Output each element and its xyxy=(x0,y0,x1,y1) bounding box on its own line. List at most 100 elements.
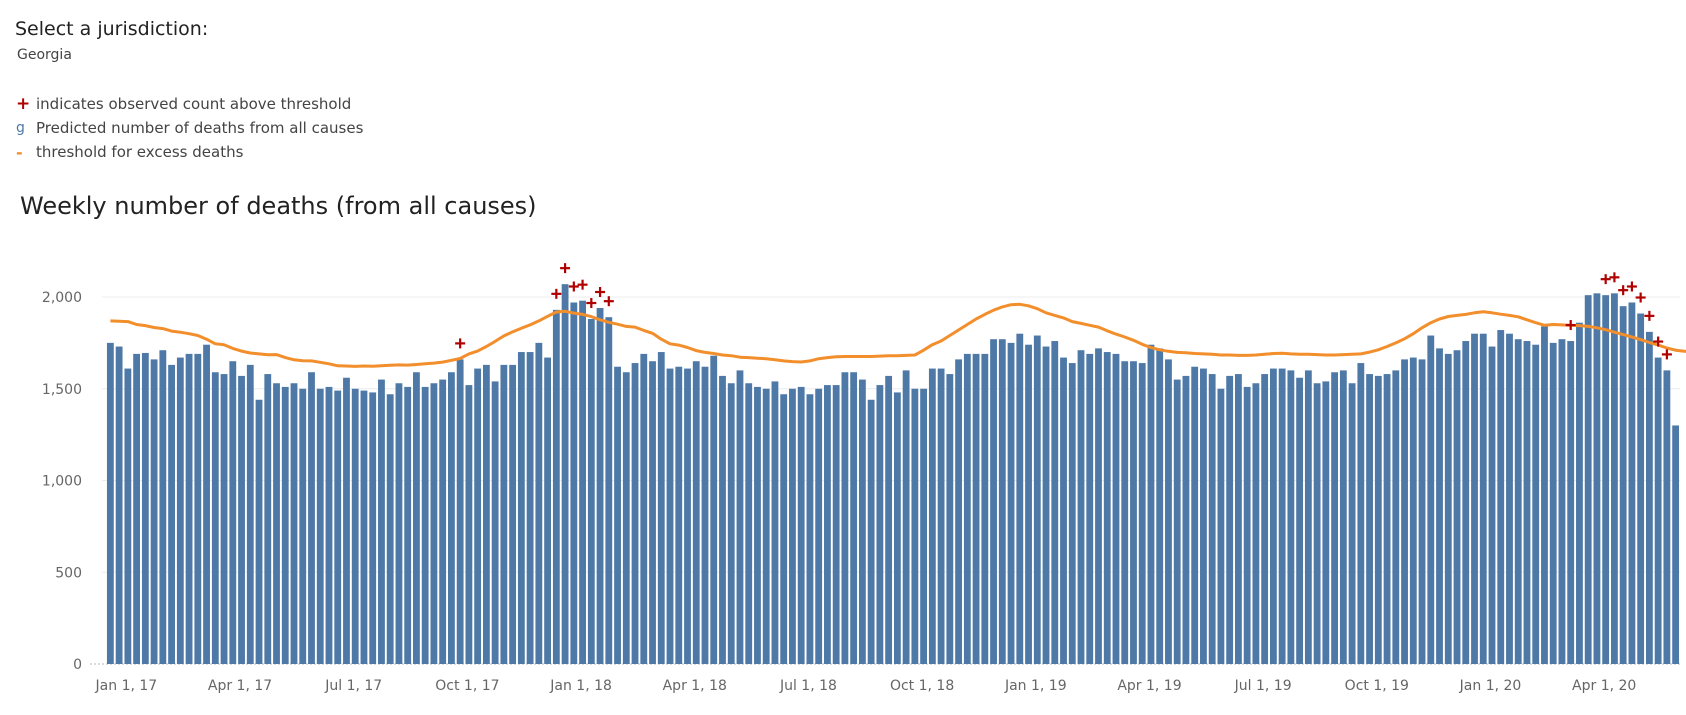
bar xyxy=(1602,295,1610,664)
bar xyxy=(1374,375,1382,664)
bar xyxy=(1567,341,1575,664)
above-threshold-marker xyxy=(560,263,571,274)
bar xyxy=(1016,333,1024,664)
y-tick-label: 1,000 xyxy=(42,474,82,490)
bar-glyph-icon: g xyxy=(16,120,25,136)
bar xyxy=(684,368,691,664)
x-tick-label: Jul 1, 17 xyxy=(324,678,382,694)
bar xyxy=(1060,357,1067,664)
bar xyxy=(710,355,718,664)
bar xyxy=(867,399,875,664)
above-threshold-marker xyxy=(1653,336,1664,347)
above-threshold-marker xyxy=(551,288,562,299)
above-threshold-marker xyxy=(577,279,588,290)
bar xyxy=(719,375,726,664)
bar xyxy=(1138,363,1146,664)
bar xyxy=(185,353,193,664)
bar xyxy=(1637,313,1645,664)
above-threshold-marker xyxy=(1565,320,1576,331)
bar xyxy=(299,388,307,664)
bar xyxy=(649,361,656,664)
bar xyxy=(360,390,368,664)
x-tick-label: Oct 1, 18 xyxy=(890,678,954,694)
bar xyxy=(1488,346,1496,664)
bar xyxy=(1462,341,1470,664)
bar xyxy=(736,370,744,664)
bar xyxy=(824,385,831,664)
bar xyxy=(1427,335,1435,664)
legend-label: Predicted number of deaths from all caus… xyxy=(36,119,364,137)
bar xyxy=(413,372,420,664)
bar xyxy=(1191,366,1199,664)
bar xyxy=(771,381,779,664)
bar xyxy=(509,364,517,664)
bar xyxy=(430,383,438,664)
x-tick-label: Apr 1, 19 xyxy=(1117,678,1181,694)
bar xyxy=(1261,374,1269,664)
bar xyxy=(133,353,141,664)
bar xyxy=(911,388,919,664)
bar xyxy=(937,368,945,664)
bar xyxy=(1593,293,1601,664)
bar xyxy=(762,388,770,664)
x-tick-label: Jan 1, 17 xyxy=(95,678,158,694)
x-tick-label: Jan 1, 20 xyxy=(1459,678,1522,694)
above-threshold-marker xyxy=(1618,285,1629,296)
bar xyxy=(1086,353,1094,664)
bar xyxy=(1645,331,1653,664)
bar xyxy=(141,352,149,664)
bar xyxy=(797,386,805,664)
y-tick-label: 500 xyxy=(55,565,82,581)
bar xyxy=(1506,333,1513,664)
bar xyxy=(491,381,499,664)
x-tick-label: Oct 1, 17 xyxy=(435,678,499,694)
bar xyxy=(1523,341,1531,664)
bar xyxy=(1217,388,1225,664)
bar xyxy=(255,399,263,664)
bar xyxy=(552,309,560,664)
bar xyxy=(745,383,753,664)
bar xyxy=(754,386,761,664)
bar xyxy=(780,394,788,664)
legend: + indicates observed count above thresho… xyxy=(16,92,363,164)
bar xyxy=(124,368,132,664)
bar xyxy=(605,317,613,664)
bar xyxy=(1304,370,1312,664)
bar xyxy=(1383,374,1391,664)
bar xyxy=(308,372,315,664)
bar xyxy=(517,352,525,664)
bar xyxy=(596,308,604,664)
x-tick-label: Jan 1, 18 xyxy=(549,678,612,694)
bar xyxy=(1541,326,1548,664)
bar xyxy=(1051,341,1059,664)
above-threshold-marker xyxy=(568,281,579,292)
jurisdiction-selector-value[interactable]: Georgia xyxy=(17,47,72,63)
bar xyxy=(1322,381,1330,664)
dash-icon: - xyxy=(16,142,23,162)
bar xyxy=(806,394,814,664)
bar xyxy=(614,366,621,664)
bar xyxy=(990,339,997,664)
jurisdiction-selector-label: Select a jurisdiction: xyxy=(15,18,209,40)
bar xyxy=(1392,370,1400,664)
bar xyxy=(631,363,639,664)
bar xyxy=(220,374,228,664)
bar xyxy=(1453,350,1461,664)
bar xyxy=(246,364,254,664)
bar xyxy=(115,346,123,664)
bar xyxy=(1130,361,1137,664)
bar xyxy=(1444,353,1452,664)
bar xyxy=(1479,333,1487,664)
bar xyxy=(1401,359,1408,664)
bar xyxy=(544,357,552,664)
bar xyxy=(1033,335,1041,664)
bar xyxy=(1532,344,1540,664)
bar xyxy=(1558,339,1566,664)
bar xyxy=(946,374,954,664)
above-threshold-marker xyxy=(455,338,466,349)
bar xyxy=(1357,363,1365,664)
bar xyxy=(981,353,989,664)
bar xyxy=(168,364,175,664)
legend-item-threshold: - threshold for excess deaths xyxy=(16,140,363,164)
